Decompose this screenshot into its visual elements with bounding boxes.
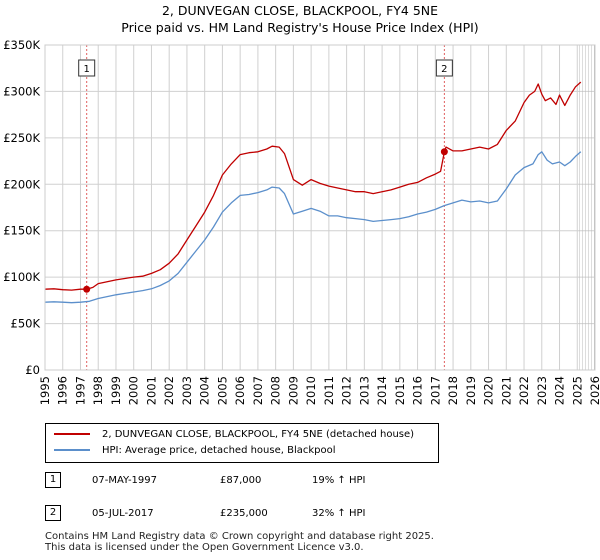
sale-point: [440, 148, 448, 156]
x-tick-label: 2006: [233, 376, 247, 405]
x-tick-label: 1997: [73, 376, 87, 405]
transaction-hpi-diff: 32% ↑ HPI: [312, 508, 366, 519]
x-tick-label: 1995: [38, 376, 52, 405]
x-tick-label: 2003: [180, 376, 194, 405]
x-tick-label: 1998: [91, 376, 105, 405]
legend-swatch-property: [54, 433, 90, 435]
x-tick-label: 2022: [517, 376, 531, 405]
x-tick-label: 2016: [411, 376, 425, 405]
y-tick-label: £200K: [3, 177, 40, 191]
transaction-price: £235,000: [220, 508, 268, 519]
forecast-region: [577, 45, 595, 370]
legend-label-property: 2, DUNVEGAN CLOSE, BLACKPOOL, FY4 5NE (d…: [102, 429, 415, 440]
series-line-property: [44, 81, 582, 291]
x-tick-label: 2026: [588, 376, 600, 405]
x-tick-label: 2012: [340, 376, 354, 405]
y-tick-label: £0: [25, 363, 40, 377]
x-tick-label: 2018: [446, 376, 460, 405]
transaction-number: 2: [45, 505, 61, 521]
sale-marker-box: [78, 59, 96, 77]
x-tick-label: 2017: [428, 376, 442, 405]
sale-marker-label: 1: [84, 64, 90, 75]
transaction-number: 1: [45, 472, 61, 488]
x-tick-label: 2013: [357, 376, 371, 405]
x-tick-label: 2000: [127, 376, 141, 405]
plot-frame: [44, 44, 596, 371]
x-tick-label: 2011: [322, 376, 336, 405]
x-tick-label: 2009: [286, 376, 300, 405]
x-tick-label: 1996: [56, 376, 70, 405]
chart-title: 2, DUNVEGAN CLOSE, BLACKPOOL, FY4 5NE Pr…: [0, 2, 600, 36]
transaction-row: 1 07-MAY-1997 £87,000 19% ↑ HPI: [0, 472, 600, 490]
x-tick-label: 2002: [162, 376, 176, 405]
series-line-hpi: [44, 151, 582, 304]
y-tick-label: £300K: [3, 84, 40, 98]
transaction-hpi-diff: 19% ↑ HPI: [312, 475, 366, 486]
legend-swatch-hpi: [54, 449, 90, 451]
chart-title-line2: Price paid vs. HM Land Registry's House …: [121, 20, 479, 35]
footer: Contains HM Land Registry data © Crown c…: [45, 531, 434, 553]
x-tick-label: 2001: [144, 376, 158, 405]
x-tick-label: 2007: [251, 376, 265, 405]
transaction-row: 2 05-JUL-2017 £235,000 32% ↑ HPI: [0, 505, 600, 523]
price-chart: 1 2 £0 £50K £100K £150K £200K £250K £300K £350K 1…: [3, 38, 600, 405]
x-tick-label: 2020: [482, 376, 496, 405]
plot-area: [45, 45, 595, 370]
legend-item-hpi: HPI: Average price, detached house, Blac…: [54, 444, 336, 458]
transaction-price: £87,000: [220, 475, 262, 486]
y-tick-label: £150K: [3, 224, 40, 238]
x-tick-label: 2004: [198, 376, 212, 405]
y-tick-label: £250K: [3, 131, 40, 145]
sale-point: [83, 285, 91, 293]
legend-item-property: 2, DUNVEGAN CLOSE, BLACKPOOL, FY4 5NE (d…: [54, 428, 414, 442]
footer-copyright: Contains HM Land Registry data © Crown c…: [45, 531, 434, 542]
x-tick-label: 2014: [375, 376, 389, 405]
x-tick-label: 2023: [535, 376, 549, 405]
x-tick-label: 2008: [269, 376, 283, 405]
y-tick-label: £350K: [3, 38, 40, 52]
x-tick-label: 2025: [570, 376, 584, 405]
x-tick-label: 2024: [553, 376, 567, 405]
legend-label-hpi: HPI: Average price, detached house, Blac…: [102, 445, 336, 456]
x-tick-label: 2015: [393, 376, 407, 405]
x-tick-label: 2019: [464, 376, 478, 405]
sale-marker-label: 2: [441, 64, 447, 75]
x-tick-label: 1999: [109, 376, 123, 405]
chart-title-line1: 2, DUNVEGAN CLOSE, BLACKPOOL, FY4 5NE: [161, 3, 439, 18]
transaction-date: 05-JUL-2017: [92, 508, 154, 519]
x-tick-label: 2021: [499, 376, 513, 405]
y-tick-label: £50K: [11, 317, 41, 331]
footer-licence: This data is licensed under the Open Gov…: [45, 541, 364, 553]
transaction-date: 07-MAY-1997: [92, 475, 158, 486]
x-tick-label: 2005: [215, 376, 229, 405]
sale-marker-box: [435, 59, 453, 77]
chart-legend: 2, DUNVEGAN CLOSE, BLACKPOOL, FY4 5NE (d…: [45, 423, 439, 463]
y-tick-label: £100K: [3, 270, 40, 284]
x-tick-label: 2010: [304, 376, 318, 405]
